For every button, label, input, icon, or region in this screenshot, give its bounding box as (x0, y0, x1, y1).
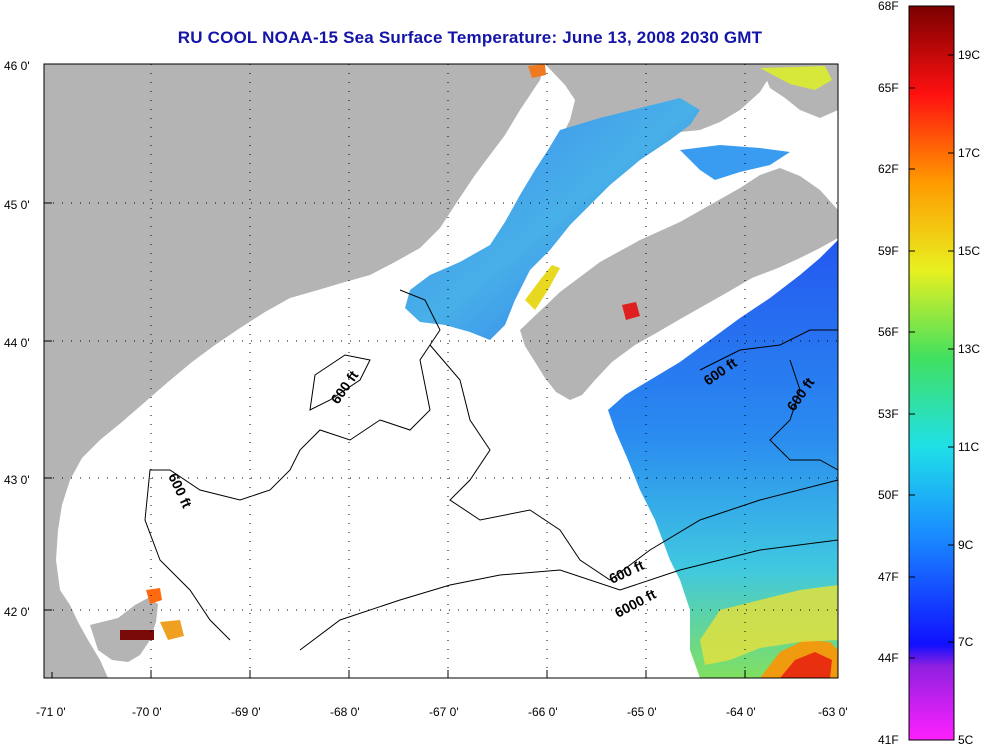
sst-hot-southeast (780, 652, 832, 678)
cb-f-label-4: 56F (878, 325, 899, 339)
cb-c-label-1: 17C (958, 146, 980, 160)
cb-c-label-5: 9C (958, 538, 974, 552)
cb-f-label-6: 50F (878, 488, 899, 502)
cb-f-label-3: 59F (878, 244, 899, 258)
sst-pei-warm (760, 66, 832, 90)
sst-yellow-band (700, 585, 838, 665)
cb-c-label-3: 13C (958, 342, 980, 356)
sst-bay-of-fundy (405, 98, 700, 340)
lon-label-8: -63 0' (818, 705, 848, 719)
land-mainland (44, 64, 545, 678)
sst-cape-cod-orange (146, 588, 162, 604)
lat-label-1: 45 0' (4, 198, 30, 212)
sst-nantucket-orange (160, 620, 184, 640)
cb-f-label-1: 65F (878, 81, 899, 95)
cb-c-label-0: 19C (958, 48, 980, 62)
isobath-lines (144, 289, 839, 651)
cb-c-label-4: 11C (958, 440, 979, 454)
sst-inland-red (622, 302, 640, 320)
lon-label-6: -65 0' (627, 705, 657, 719)
cb-c-label-2: 15C (958, 244, 980, 258)
lon-label-4: -67 0' (429, 705, 459, 719)
lat-label-4: 42 0' (4, 605, 30, 619)
cb-f-label-7: 47F (878, 570, 899, 584)
lon-label-7: -64 0' (726, 705, 756, 719)
sst-scotian-shelf (608, 240, 838, 678)
land-nova-scotia (520, 168, 838, 400)
cb-c-label-6: 7C (958, 635, 974, 649)
sst-fundy-warm-strip (525, 265, 560, 310)
sst-northeast-orange (528, 64, 546, 78)
lat-label-3: 43 0' (4, 473, 30, 487)
frame-ticks (44, 63, 839, 678)
cb-f-label-0: 68F (878, 0, 899, 13)
lon-label-5: -66 0' (528, 705, 558, 719)
cb-f-label-8: 44F (878, 651, 899, 665)
lon-label-2: -69 0' (231, 705, 261, 719)
chart-title: RU COOL NOAA-15 Sea Surface Temperature:… (177, 28, 763, 47)
colorbar (908, 5, 955, 741)
sst-minas-basin (680, 145, 790, 180)
lat-label-0: 46 0' (4, 59, 30, 73)
cb-f-label-5: 53F (878, 407, 899, 421)
sst-cape-cod-darkred (120, 630, 154, 640)
cb-f-label-2: 62F (878, 162, 899, 176)
cb-c-label-7: 5C (958, 733, 974, 747)
colorbar-ticks (909, 5, 954, 659)
lon-label-1: -70 0' (132, 705, 162, 719)
lon-label-0: -71 0' (36, 705, 66, 719)
lon-label-3: -68 0' (330, 705, 360, 719)
map-frame (43, 63, 839, 679)
lat-label-2: 44 0' (4, 336, 30, 350)
cb-f-label-9: 41F (878, 733, 899, 747)
